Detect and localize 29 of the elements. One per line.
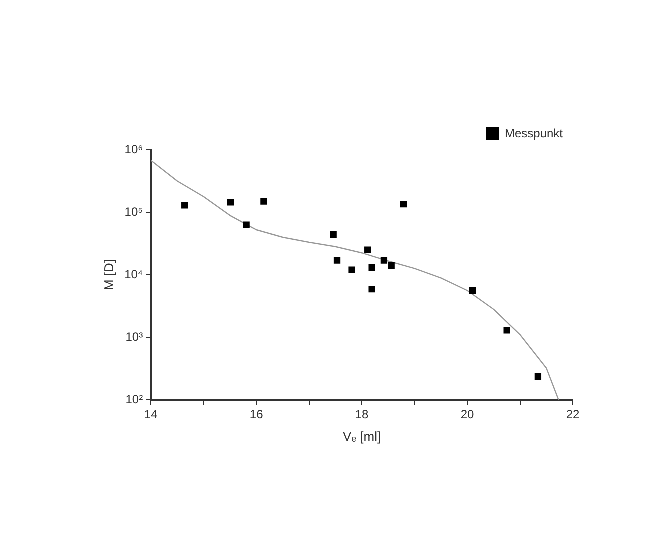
point (243, 222, 250, 228)
point (534, 373, 542, 380)
x-tick-label: 20 (460, 408, 475, 422)
point (364, 246, 372, 254)
point (260, 198, 268, 205)
x-axis-title: Vₑ [ml] (343, 428, 382, 444)
x-tick-label: 18 (355, 408, 370, 422)
y-tick-label: 10⁴ (124, 267, 144, 282)
legend-label: Messpunkt (504, 126, 564, 140)
y-tick-label: 10² (126, 392, 144, 406)
x-tick-label: 16 (250, 408, 264, 422)
x-tick-label: 22 (566, 408, 580, 422)
point (469, 287, 476, 294)
point (368, 286, 376, 293)
point (388, 262, 395, 270)
point (368, 264, 376, 272)
point (380, 257, 388, 264)
point (330, 231, 337, 238)
x-tick-label: 14 (144, 408, 158, 422)
point (400, 201, 408, 208)
y-tick-label: 10³ (126, 330, 144, 344)
y-tick-label: 10⁵ (124, 204, 144, 219)
point (227, 199, 234, 206)
point (348, 266, 356, 274)
point (182, 202, 188, 209)
y-axis-title: M [D] (101, 259, 116, 291)
point (504, 327, 510, 334)
point (334, 257, 341, 264)
y-tick-label: 10⁶ (124, 142, 144, 156)
